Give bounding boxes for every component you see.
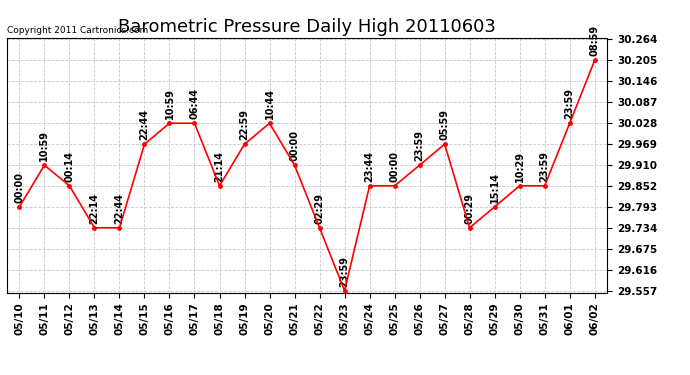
Text: 23:44: 23:44 — [364, 151, 375, 182]
Text: 22:44: 22:44 — [139, 109, 150, 140]
Text: 00:00: 00:00 — [14, 172, 24, 202]
Text: 23:59: 23:59 — [339, 255, 350, 286]
Text: 21:14: 21:14 — [215, 151, 224, 182]
Text: 22:44: 22:44 — [115, 193, 124, 224]
Text: 15:14: 15:14 — [490, 172, 500, 202]
Text: 08:59: 08:59 — [590, 25, 600, 56]
Text: Copyright 2011 Cartronics.com: Copyright 2011 Cartronics.com — [7, 26, 148, 35]
Text: 22:14: 22:14 — [90, 193, 99, 224]
Text: 10:59: 10:59 — [39, 130, 50, 161]
Text: 02:29: 02:29 — [315, 193, 324, 224]
Text: 10:59: 10:59 — [164, 88, 175, 119]
Text: 23:59: 23:59 — [564, 88, 575, 119]
Text: 06:44: 06:44 — [190, 88, 199, 119]
Title: Barometric Pressure Daily High 20110603: Barometric Pressure Daily High 20110603 — [118, 18, 496, 36]
Text: 00:00: 00:00 — [290, 130, 299, 161]
Text: 23:59: 23:59 — [415, 130, 424, 161]
Text: 00:00: 00:00 — [390, 151, 400, 182]
Text: 22:59: 22:59 — [239, 109, 250, 140]
Text: 05:59: 05:59 — [440, 109, 450, 140]
Text: 10:44: 10:44 — [264, 88, 275, 119]
Text: 23:59: 23:59 — [540, 151, 550, 182]
Text: 00:29: 00:29 — [464, 193, 475, 224]
Text: 10:29: 10:29 — [515, 151, 524, 182]
Text: 00:14: 00:14 — [64, 151, 75, 182]
